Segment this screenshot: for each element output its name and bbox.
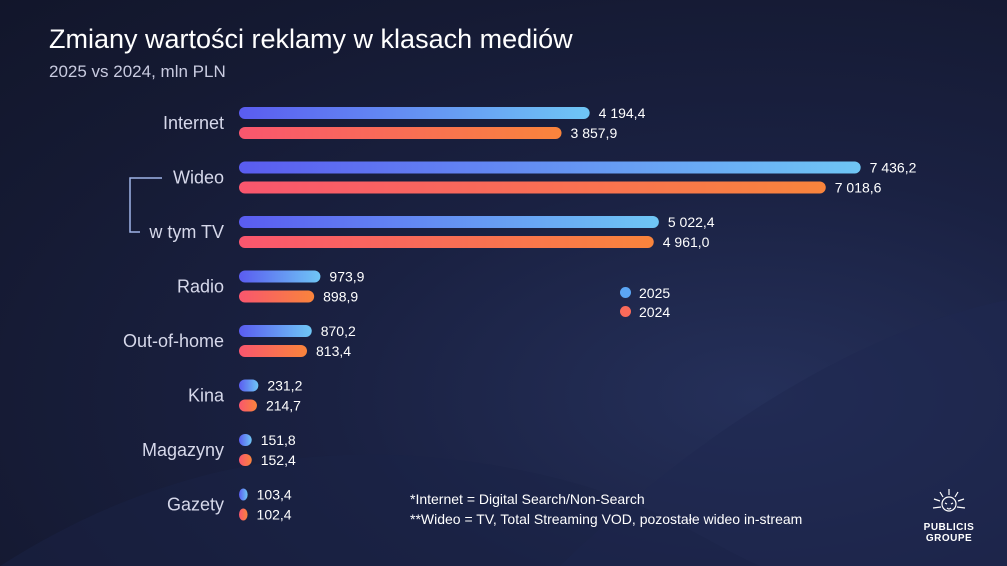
bar-2025-wideo (239, 161, 861, 174)
value-label-2025-w-tym-tv: 5 022,4 (668, 214, 715, 230)
bar-2025-internet (239, 107, 590, 119)
bar-2025-w-tym-tv (239, 216, 659, 228)
footnote-internet: *Internet = Digital Search/Non-Search (410, 491, 645, 507)
footnote-wideo: **Wideo = TV, Total Streaming VOD, pozos… (410, 511, 803, 527)
value-label-2024-w-tym-tv: 4 961,0 (663, 234, 710, 250)
bar-2024-wideo (239, 181, 826, 194)
video-bracket (129, 177, 162, 233)
bar-2025-gazety (239, 488, 248, 501)
value-label-2025-gazety: 103,4 (257, 487, 292, 503)
category-label-gazety: Gazety (167, 495, 224, 515)
bar-2025-magazyny (239, 434, 252, 446)
bar-2024-internet (239, 127, 562, 139)
bar-2024-magazyny (239, 454, 252, 466)
bar-2025-out-of-home (239, 325, 312, 337)
lion-head-icon (932, 489, 966, 512)
value-label-2024-magazyny: 152,4 (261, 452, 296, 468)
category-label-internet: Internet (163, 113, 224, 133)
value-label-2025-radio: 973,9 (329, 269, 364, 285)
value-label-2025-kina: 231,2 (267, 378, 302, 394)
value-label-2024-out-of-home: 813,4 (316, 343, 351, 359)
bar-2025-kina (239, 379, 259, 392)
logo-text-publicis: PUBLICIS (923, 522, 975, 533)
value-label-2024-wideo: 7 018,6 (835, 180, 882, 196)
category-label-w-tym-tv: w tym TV (148, 222, 224, 242)
value-label-2024-gazety: 102,4 (257, 507, 292, 523)
legend-item-2024: 2024 (620, 302, 670, 321)
publicis-logo: PUBLICIS GROUPE (914, 487, 984, 547)
legend-label-2025: 2025 (639, 284, 671, 301)
value-label-2025-internet: 4 194,4 (599, 105, 646, 121)
legend-dot-2024 (620, 306, 631, 317)
category-label-radio: Radio (177, 277, 224, 297)
category-label-wideo: Wideo (173, 168, 224, 188)
bar-2024-gazety (239, 508, 248, 521)
bar-2024-radio (239, 290, 315, 303)
legend-item-2025: 2025 (620, 283, 670, 302)
value-label-2025-out-of-home: 870,2 (321, 323, 356, 339)
bar-2024-kina (239, 399, 257, 412)
value-label-2024-radio: 898,9 (323, 289, 358, 305)
value-label-2024-internet: 3 857,9 (571, 125, 618, 141)
bar-2024-w-tym-tv (239, 236, 654, 248)
value-label-2024-kina: 214,7 (266, 398, 301, 414)
chart-subtitle: 2025 vs 2024, mln PLN (49, 62, 226, 81)
category-label-magazyny: Magazyny (142, 440, 224, 460)
chart-title: Zmiany wartości reklamy w klasach mediów (49, 24, 573, 54)
bar-2024-out-of-home (239, 345, 308, 357)
category-label-kina: Kina (188, 386, 225, 406)
value-label-2025-magazyny: 151,8 (261, 432, 296, 448)
legend-label-2024: 2024 (639, 303, 671, 320)
footnotes: *Internet = Digital Search/Non-Search **… (410, 489, 802, 529)
category-label-out-of-home: Out-of-home (123, 331, 224, 351)
value-label-2025-wideo: 7 436,2 (870, 160, 917, 176)
bar-2025-radio (239, 270, 321, 283)
legend: 2025 2024 (620, 283, 670, 321)
logo-text-groupe: GROUPE (925, 533, 973, 544)
legend-dot-2025 (620, 287, 631, 298)
